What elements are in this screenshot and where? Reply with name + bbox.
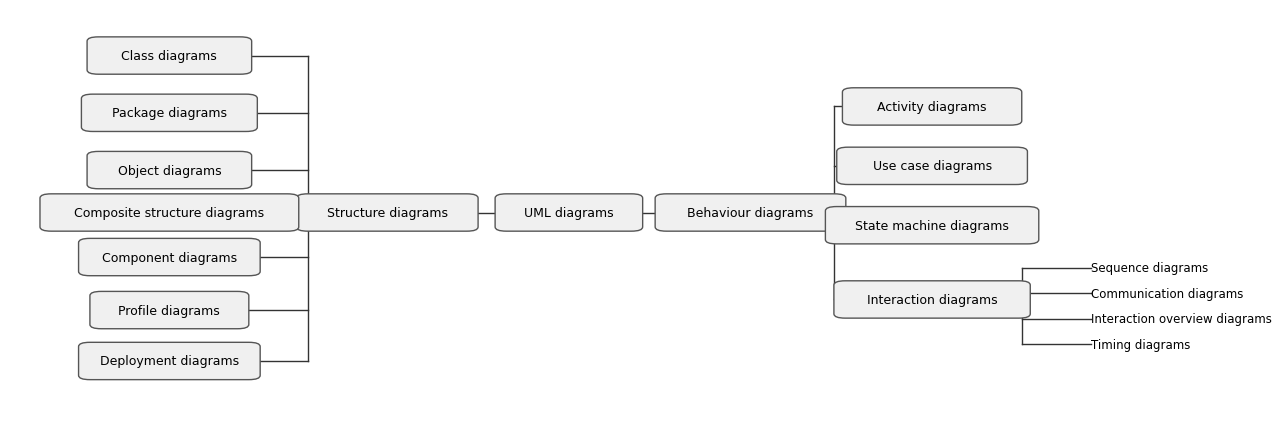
FancyBboxPatch shape — [843, 89, 1022, 126]
FancyBboxPatch shape — [655, 194, 845, 232]
Text: UML diagrams: UML diagrams — [524, 207, 614, 219]
Text: Package diagrams: Package diagrams — [111, 107, 226, 120]
FancyBboxPatch shape — [78, 343, 260, 380]
FancyBboxPatch shape — [836, 148, 1027, 185]
FancyBboxPatch shape — [834, 281, 1031, 318]
Text: Deployment diagrams: Deployment diagrams — [100, 355, 239, 368]
FancyBboxPatch shape — [90, 292, 249, 329]
FancyBboxPatch shape — [87, 152, 252, 189]
Text: Class diagrams: Class diagrams — [122, 50, 217, 63]
FancyBboxPatch shape — [87, 38, 252, 75]
Text: Profile diagrams: Profile diagrams — [119, 304, 220, 317]
Text: Communication diagrams: Communication diagrams — [1091, 287, 1243, 300]
Text: Use case diagrams: Use case diagrams — [872, 160, 991, 173]
FancyBboxPatch shape — [82, 95, 257, 132]
Text: Structure diagrams: Structure diagrams — [327, 207, 448, 219]
FancyBboxPatch shape — [495, 194, 642, 232]
Text: Sequence diagrams: Sequence diagrams — [1091, 262, 1209, 274]
Text: Component diagrams: Component diagrams — [102, 251, 237, 264]
FancyBboxPatch shape — [40, 194, 299, 232]
FancyBboxPatch shape — [825, 207, 1039, 245]
Text: Composite structure diagrams: Composite structure diagrams — [74, 207, 265, 219]
Text: Behaviour diagrams: Behaviour diagrams — [687, 207, 813, 219]
Text: Activity diagrams: Activity diagrams — [877, 101, 987, 114]
FancyBboxPatch shape — [297, 194, 478, 232]
Text: Object diagrams: Object diagrams — [118, 164, 221, 177]
Text: Timing diagrams: Timing diagrams — [1091, 338, 1191, 351]
Text: Interaction overview diagrams: Interaction overview diagrams — [1091, 312, 1271, 325]
Text: State machine diagrams: State machine diagrams — [856, 219, 1009, 232]
Text: Interaction diagrams: Interaction diagrams — [867, 293, 998, 306]
FancyBboxPatch shape — [78, 239, 260, 276]
